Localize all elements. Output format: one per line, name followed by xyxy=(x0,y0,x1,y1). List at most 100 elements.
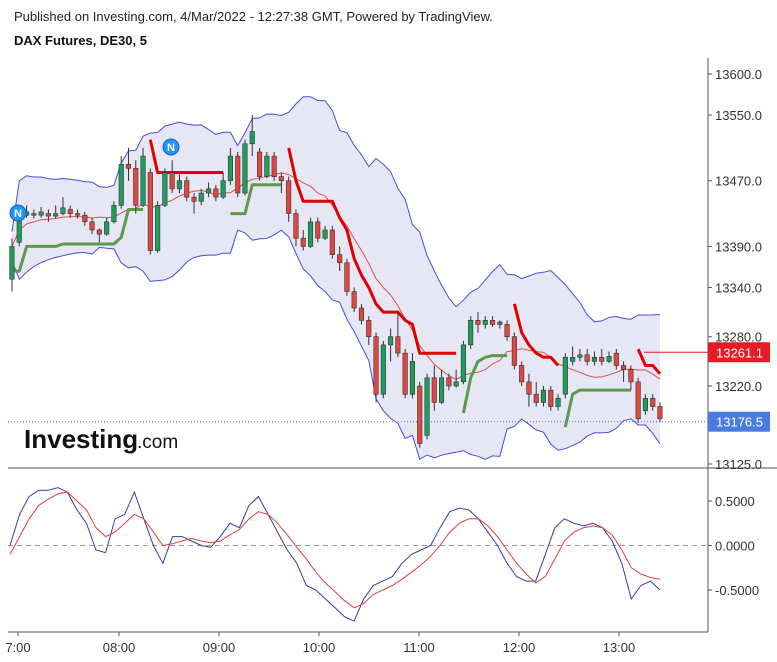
candle-up xyxy=(322,229,328,239)
price-tick-label: 13125.0 xyxy=(715,457,762,472)
chart-title: DAX Futures, DE30, 5 xyxy=(14,33,147,48)
candle-down xyxy=(351,291,357,309)
supertrend-up-line xyxy=(563,388,631,428)
price-tag-blue-bg xyxy=(708,411,770,432)
candle-up xyxy=(38,211,44,216)
oscillator-main-line xyxy=(9,487,661,622)
candle-down xyxy=(256,151,263,177)
candle-up xyxy=(9,246,15,280)
candle-up xyxy=(140,155,146,206)
investing-logo-suffix: .com xyxy=(137,432,178,453)
time-tick-label: 13:00 xyxy=(603,640,636,655)
candle-down xyxy=(599,356,605,362)
price-tick-label: 13220.0 xyxy=(715,379,762,394)
candle-down xyxy=(620,365,627,370)
candle-down xyxy=(96,229,102,235)
candle-down xyxy=(184,180,190,198)
candle-up xyxy=(409,361,416,395)
candle-up xyxy=(242,143,248,194)
axes: 13600.0 13550.0 13470.0 13390.0 13340.0 13280… xyxy=(5,58,777,655)
candle-up xyxy=(570,356,576,362)
candle-down xyxy=(504,324,510,337)
candle-down xyxy=(315,221,321,239)
candle-up xyxy=(591,356,598,362)
candle-up xyxy=(307,221,314,247)
candle-up xyxy=(53,213,59,217)
candle-up xyxy=(220,180,226,198)
candle-down xyxy=(344,262,350,292)
candle-up xyxy=(642,397,649,411)
candle-up xyxy=(206,188,212,194)
candle-down xyxy=(82,214,88,223)
oscillator-signal-line xyxy=(9,491,661,609)
candle-up xyxy=(176,180,182,190)
candle-down xyxy=(402,352,408,395)
candle-down xyxy=(431,377,437,403)
candle-down xyxy=(31,213,37,216)
marker-circle xyxy=(9,204,27,222)
candle-down xyxy=(548,389,554,407)
candle-up xyxy=(497,321,503,325)
candle-up xyxy=(482,319,488,325)
candle-up xyxy=(118,164,124,206)
osc-tick-label: 0.0000 xyxy=(715,539,755,554)
candle-down xyxy=(286,180,292,214)
time-tick-label: 09:00 xyxy=(203,640,236,655)
candle-up xyxy=(387,336,394,346)
marker-label: N xyxy=(167,142,175,154)
candle-down xyxy=(417,385,423,444)
candle-down xyxy=(300,237,306,247)
candle-down xyxy=(526,381,532,395)
candle-up xyxy=(198,192,204,202)
marker-label: N xyxy=(14,208,22,220)
supertrend-up-line xyxy=(230,183,282,216)
candle-down xyxy=(358,307,365,321)
time-tick-label: 10:00 xyxy=(303,640,336,655)
candle-down xyxy=(635,381,641,420)
time-tick-label: 11:00 xyxy=(403,640,435,655)
candle-up xyxy=(460,344,467,383)
price-panel[interactable] xyxy=(8,96,708,461)
candle-up xyxy=(380,344,386,395)
supertrend-down-line xyxy=(287,147,457,355)
bollinger-lower-line xyxy=(11,229,661,461)
candle-down xyxy=(75,213,81,216)
candle-up xyxy=(227,155,233,182)
time-tick-label: 08:00 xyxy=(103,640,136,655)
candle-down xyxy=(125,164,131,169)
supertrend-down-line xyxy=(512,303,560,367)
candle-down xyxy=(293,213,299,239)
price-tag-red-bg xyxy=(708,342,770,363)
price-tag-red: 13261.1 xyxy=(716,345,763,360)
oscillator-panel[interactable] xyxy=(8,487,708,622)
candle-up xyxy=(577,354,583,358)
osc-tick-label: 0.5000 xyxy=(715,494,755,509)
price-tag-blue: 13176.5 xyxy=(716,415,763,430)
candle-down xyxy=(533,393,539,403)
candle-down xyxy=(650,397,656,407)
candle-up xyxy=(264,155,270,177)
candle-up xyxy=(424,377,430,436)
candle-down xyxy=(628,369,634,383)
price-tick-label: 13550.0 xyxy=(715,108,762,123)
candle-down xyxy=(337,254,343,264)
candle-down xyxy=(511,336,517,366)
price-tick-label: 13280.0 xyxy=(715,330,762,345)
candle-down xyxy=(67,209,73,214)
candle-down xyxy=(519,365,525,383)
candle-down xyxy=(366,319,372,337)
candle-up xyxy=(438,377,445,403)
candle-up xyxy=(249,131,255,145)
candle-down xyxy=(89,221,95,231)
candle-up xyxy=(155,205,161,251)
supertrend-down-line xyxy=(636,348,662,375)
price-tick-label: 13470.0 xyxy=(715,174,762,189)
candle-down xyxy=(657,406,663,420)
candle-down xyxy=(45,213,51,217)
candle-up xyxy=(562,356,568,395)
decorations: N N Investing.com xyxy=(9,138,180,454)
candle-up xyxy=(104,221,110,235)
candle-down xyxy=(147,172,153,251)
time-tick-label: 7:00 xyxy=(5,640,30,655)
